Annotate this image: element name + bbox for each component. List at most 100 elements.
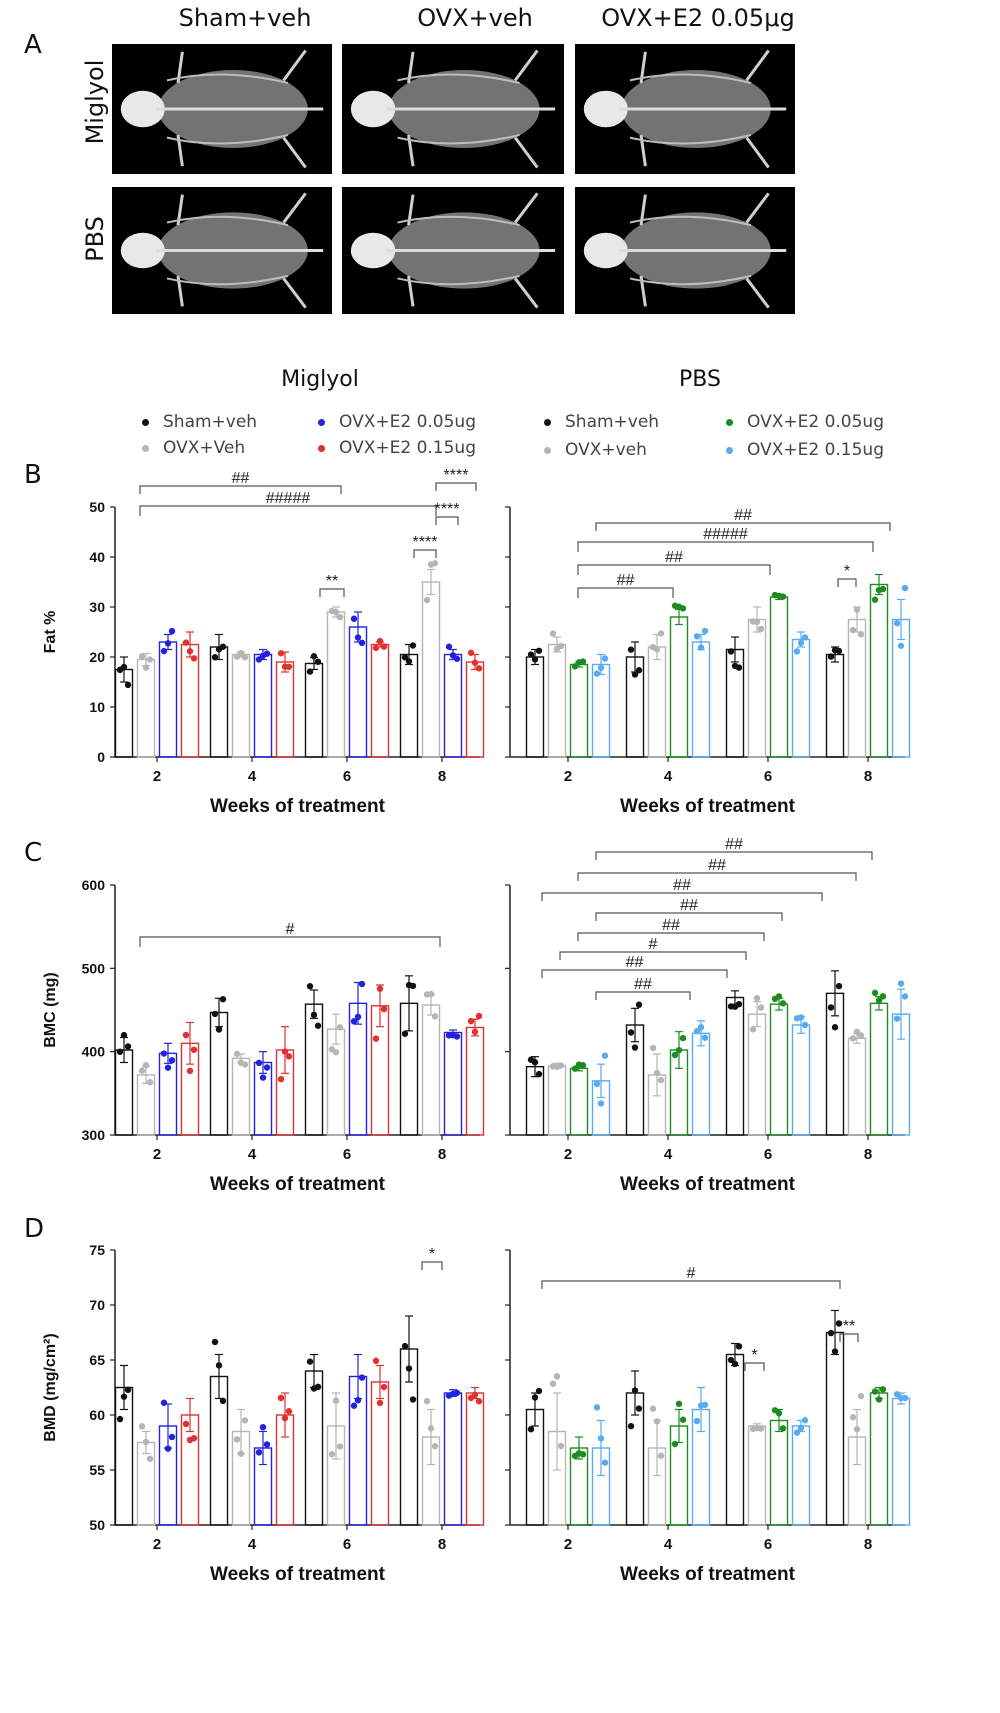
- data-point: [753, 995, 761, 1002]
- y-tick-label: 50: [89, 499, 105, 515]
- data-point: [775, 993, 783, 1000]
- legend-marker-icon: [726, 418, 733, 426]
- data-point: [332, 1397, 340, 1404]
- significance-label: #####: [266, 490, 311, 507]
- data-point: [409, 642, 417, 649]
- data-point: [879, 585, 887, 593]
- x-axis-label: Weeks of treatment: [620, 1174, 796, 1195]
- data-point: [675, 1046, 683, 1054]
- data-point: [797, 1424, 805, 1432]
- x-tick-label: 2: [564, 1146, 572, 1163]
- bar: [825, 1331, 845, 1526]
- data-point: [186, 1067, 194, 1075]
- data-point: [306, 983, 314, 990]
- bar: [209, 646, 229, 758]
- data-point: [168, 627, 176, 635]
- data-point: [853, 1426, 861, 1433]
- data-point: [190, 1046, 198, 1053]
- y-tick-label: 40: [89, 549, 105, 565]
- data-point: [801, 634, 809, 641]
- legend-marker-icon: [544, 446, 551, 454]
- data-point: [557, 642, 565, 650]
- data-point: [531, 1059, 539, 1066]
- data-point: [263, 1064, 271, 1071]
- data-point: [597, 664, 605, 672]
- data-point: [314, 658, 322, 665]
- bar: [304, 662, 324, 758]
- bar: [443, 1031, 463, 1136]
- x-tick-label: 8: [864, 768, 872, 785]
- bar: [669, 616, 689, 758]
- significance-label: ##: [673, 877, 691, 894]
- data-point: [671, 1051, 679, 1059]
- bar: [547, 643, 567, 758]
- x-tick-label: 4: [248, 768, 257, 785]
- data-point: [168, 1057, 176, 1064]
- data-point: [219, 996, 227, 1003]
- data-point: [354, 634, 362, 641]
- data-point: [423, 1397, 431, 1405]
- data-point: [358, 1374, 366, 1381]
- data-point: [793, 648, 801, 655]
- data-point: [701, 627, 709, 635]
- x-tick-label: 6: [764, 1536, 772, 1553]
- data-point: [241, 1417, 249, 1424]
- y-tick-label: 70: [89, 1297, 105, 1313]
- data-point: [281, 1048, 289, 1055]
- data-point: [871, 1388, 879, 1395]
- data-point: [535, 647, 543, 654]
- data-point: [237, 1450, 245, 1457]
- bar: [791, 1425, 811, 1526]
- data-point: [124, 1043, 132, 1050]
- data-point: [380, 1383, 388, 1391]
- significance-label: *: [844, 563, 850, 580]
- data-point: [372, 1035, 380, 1042]
- significance-bracket: [839, 1333, 859, 1342]
- legend-marker-icon: [318, 444, 325, 452]
- data-point: [735, 1000, 743, 1008]
- data-point: [749, 1026, 757, 1033]
- data-point: [354, 1397, 362, 1404]
- data-point: [557, 1442, 565, 1450]
- data-point: [801, 1021, 809, 1029]
- significance-bracket: [837, 578, 857, 587]
- significance-bracket: [595, 912, 783, 921]
- data-point: [453, 1033, 461, 1040]
- data-point: [285, 1053, 293, 1060]
- bar: [647, 646, 667, 758]
- legend-item-sham: Sham+veh: [142, 412, 257, 432]
- x-tick-label: 6: [343, 768, 351, 785]
- bar: [304, 1370, 324, 1526]
- bar: [443, 1392, 463, 1526]
- y-axis-label: Fat %: [42, 611, 59, 654]
- x-tick-label: 8: [864, 1146, 872, 1163]
- significance-label: #: [286, 921, 295, 938]
- significance-label: ##: [617, 572, 635, 589]
- significance-bracket: [577, 587, 674, 598]
- data-point: [635, 667, 643, 674]
- legend-item-e2-low: OVX+E2 0.05ug: [318, 412, 476, 432]
- data-point: [211, 1338, 219, 1346]
- bar: [443, 653, 463, 758]
- significance-bracket: [413, 549, 437, 558]
- x-tick-label: 2: [564, 1536, 572, 1553]
- data-point: [211, 654, 219, 661]
- bar: [465, 661, 485, 758]
- data-point: [831, 1024, 839, 1031]
- legend-marker-icon: [318, 418, 325, 426]
- significance-label: ##: [634, 976, 652, 993]
- data-point: [835, 982, 843, 990]
- xray-column-title: Sham+veh: [178, 4, 312, 32]
- bar: [769, 596, 789, 758]
- data-point: [277, 650, 285, 657]
- significance-label: ##: [725, 836, 743, 853]
- data-point: [897, 642, 905, 649]
- data-point: [831, 1348, 839, 1355]
- significance-bracket: [541, 892, 823, 901]
- bar: [231, 1057, 251, 1136]
- bar: [136, 658, 156, 758]
- data-point: [310, 1011, 318, 1019]
- panel-label-c: C: [24, 838, 43, 868]
- data-point: [875, 1396, 883, 1403]
- data-point: [735, 664, 743, 671]
